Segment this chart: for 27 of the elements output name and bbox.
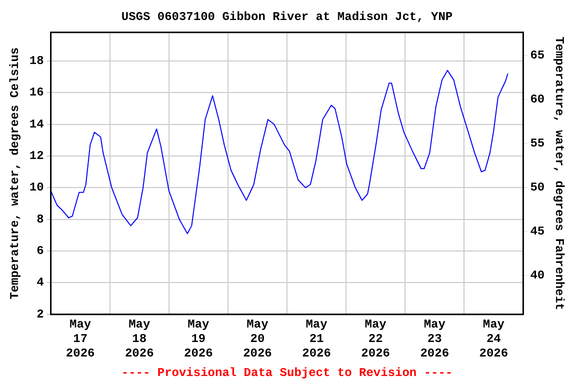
- y-axis-title: Temperature, water, degrees Celsius: [8, 47, 22, 300]
- y2-tick-label: 60: [530, 92, 545, 106]
- y-tick-label: 8: [36, 212, 44, 226]
- y2-tick-label: 45: [530, 224, 545, 239]
- x-tick-label: May 21 2026: [302, 318, 331, 360]
- x-tick-label: May 18 2026: [124, 318, 154, 360]
- text: ---- Provisional Data Subject to Revision ----: [121, 366, 453, 380]
- y2-tick-label: 55: [530, 136, 545, 150]
- y2-tick-label: 40: [530, 268, 545, 283]
- x-tick-label: May 23 2026: [420, 318, 450, 360]
- y-tick-label: 4: [36, 276, 44, 290]
- y-tick-label: 12: [29, 148, 44, 163]
- x-tick-label: May 20 2026: [243, 318, 272, 360]
- y-tick-label: 14: [29, 117, 44, 132]
- x-tick-label: May 22 2026: [361, 318, 390, 360]
- x-tick-label: May 24 2026: [479, 318, 508, 360]
- y-tick-label: 10: [29, 180, 44, 195]
- y-tick-label: 18: [29, 54, 44, 68]
- x-tick-label: May 19 2026: [184, 318, 213, 360]
- y-tick-label: 6: [36, 244, 44, 258]
- y-tick-label: 16: [29, 86, 44, 100]
- y2-tick-label: 50: [530, 180, 545, 195]
- y2-axis-title: Temperature, water, degrees Fahrenheit: [552, 36, 566, 310]
- chart-title: USGS 06037100 Gibbon River at Madison Jct, YNP: [121, 10, 453, 24]
- x-tick-label: May 17 2026: [66, 318, 95, 360]
- y2-tick-label: 65: [530, 48, 545, 62]
- y-tick-label: 2: [36, 307, 44, 322]
